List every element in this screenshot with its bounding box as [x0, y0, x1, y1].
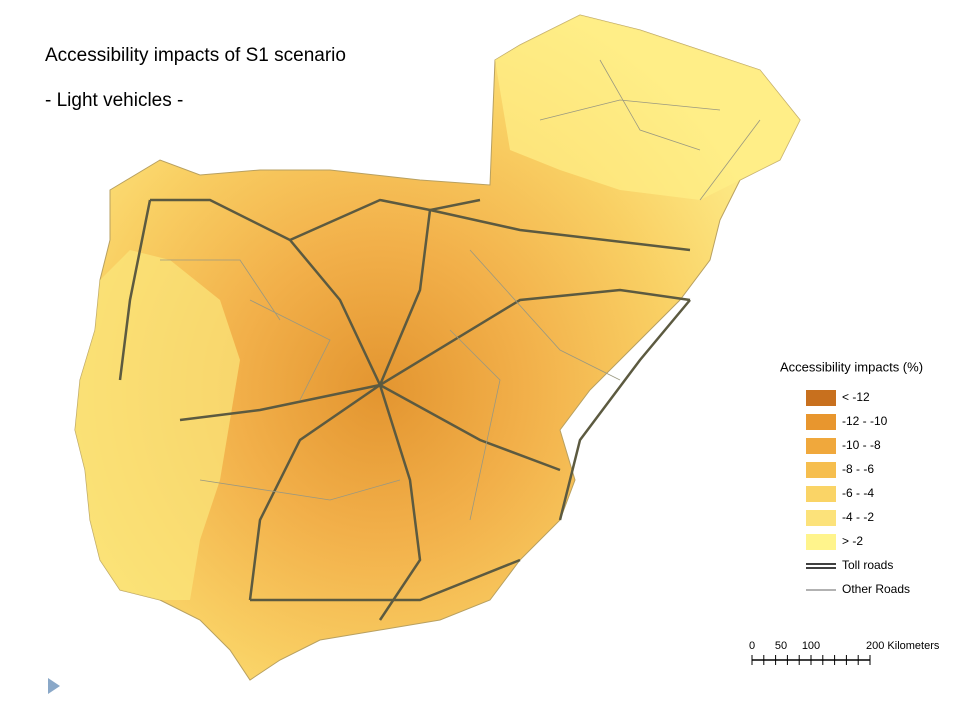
legend-label: Toll roads — [842, 558, 893, 572]
subtitle: - Light vehicles - — [45, 90, 183, 111]
legend-label: Other Roads — [842, 582, 910, 596]
legend-swatch — [806, 390, 836, 406]
portugal-light — [75, 250, 240, 600]
title: Accessibility impacts of S1 scenario — [45, 45, 346, 66]
legend-label: < -12 — [842, 390, 870, 404]
legend-swatch — [806, 534, 836, 550]
legend-label: -12 - -10 — [842, 414, 888, 428]
legend-label: -6 - -4 — [842, 486, 874, 500]
scale-label: 200 Kilometers — [866, 640, 940, 652]
slide-marker — [48, 678, 60, 694]
legend-swatch — [806, 462, 836, 478]
legend-swatch — [806, 486, 836, 502]
legend: Accessibility impacts (%) < -12 -12 - -10… — [780, 359, 923, 596]
map — [74, 14, 801, 681]
legend-swatch — [806, 438, 836, 454]
scale-bar: 0 50 100 200 Kilometers — [749, 640, 940, 665]
legend-swatch — [806, 510, 836, 526]
roads — [118, 59, 761, 621]
scale-label: 50 — [775, 640, 787, 652]
scale-label: 0 — [749, 640, 755, 652]
legend-label: > -2 — [842, 534, 863, 548]
legend-label: -8 - -6 — [842, 462, 874, 476]
legend-label: -4 - -2 — [842, 510, 874, 524]
legend-label: -10 - -8 — [842, 438, 881, 452]
legend-title: Accessibility impacts (%) — [780, 359, 923, 374]
legend-swatch — [806, 414, 836, 430]
scale-label: 100 — [802, 640, 820, 652]
france-light — [495, 15, 800, 200]
